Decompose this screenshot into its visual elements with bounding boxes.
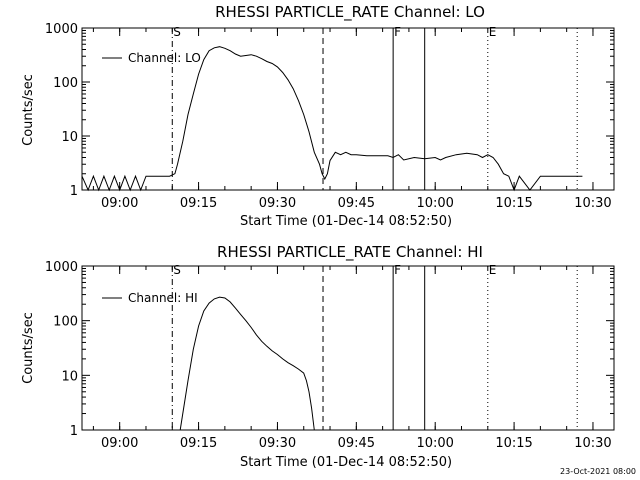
x-tick-label: 10:30 (574, 196, 611, 211)
time-marker-label: F (394, 25, 401, 39)
x-axis-label: Start Time (01-Dec-14 08:52:50) (240, 455, 452, 470)
x-tick-label: 09:30 (259, 436, 296, 451)
y-axis-label: Counts/sec (21, 312, 36, 384)
chart-panel-lo: RHESSI PARTICLE_RATE Channel: LO Start T… (21, 3, 615, 229)
time-marker-label: E (489, 263, 497, 277)
chart-title: RHESSI PARTICLE_RATE Channel: LO (215, 3, 485, 22)
x-tick-label: 10:00 (416, 436, 453, 451)
generated-timestamp: 23-Oct-2021 08:00 (560, 467, 636, 476)
legend: Channel: LO (102, 51, 201, 65)
series-line (81, 46, 583, 192)
x-tick-label: 10:15 (495, 436, 532, 451)
x-tick-label: 09:45 (338, 436, 375, 451)
legend-label: Channel: HI (128, 291, 198, 305)
x-tick-label: 09:15 (180, 436, 217, 451)
series-group (179, 296, 315, 431)
series-group (81, 46, 583, 192)
x-tick-label: 10:30 (574, 436, 611, 451)
plot-frame (81, 265, 615, 431)
legend: Channel: HI (102, 291, 198, 305)
x-tick-label: 10:00 (416, 196, 453, 211)
axis-ticks: 09:00 09:15 09:30 09:45 10:00 10:15 10:30 1 10 10… (45, 260, 614, 451)
y-tick-label: 10 (61, 130, 78, 145)
chart-title: RHESSI PARTICLE_RATE Channel: HI (217, 243, 483, 262)
y-tick-label: 1000 (45, 22, 78, 37)
y-axis-label: Counts/sec (21, 74, 36, 146)
legend-label: Channel: LO (128, 51, 201, 65)
x-tick-label: 09:15 (180, 196, 217, 211)
x-tick-label: 09:00 (101, 436, 138, 451)
x-tick-label: 09:00 (101, 196, 138, 211)
time-marker-label: F (394, 263, 401, 277)
series-line (179, 296, 315, 431)
time-marker-label: E (489, 25, 497, 39)
chart-panel-hi: RHESSI PARTICLE_RATE Channel: HI Start T… (21, 243, 615, 470)
y-tick-label: 100 (53, 76, 78, 91)
x-tick-label: 09:45 (338, 196, 375, 211)
x-tick-label: 09:30 (259, 196, 296, 211)
y-tick-label: 1 (70, 424, 78, 439)
plot-frame (81, 27, 615, 191)
time-marker-label: S (173, 263, 181, 277)
time-marker-label: S (173, 25, 181, 39)
x-tick-label: 10:15 (495, 196, 532, 211)
axis-ticks: 09:00 09:15 09:30 09:45 10:00 10:15 10:30 1 10 10… (45, 22, 614, 211)
y-tick-label: 1000 (45, 260, 78, 275)
y-tick-label: 10 (61, 369, 78, 384)
y-tick-label: 1 (70, 184, 78, 199)
x-axis-label: Start Time (01-Dec-14 08:52:50) (240, 214, 452, 229)
y-tick-label: 100 (53, 315, 78, 330)
